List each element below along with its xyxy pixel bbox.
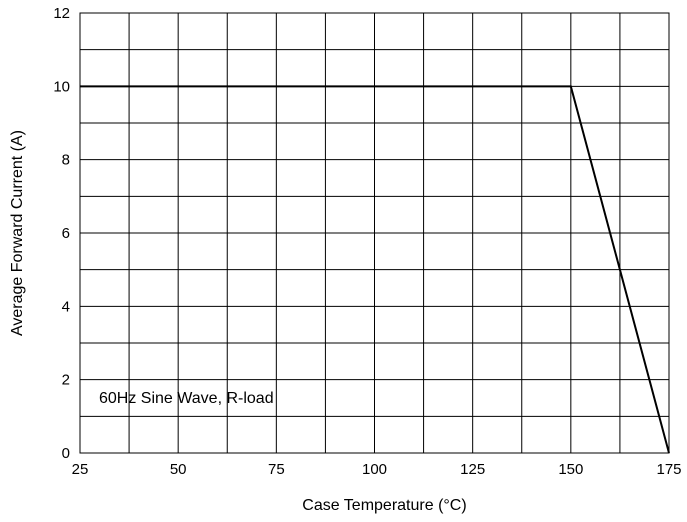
x-tick-label: 50 bbox=[170, 461, 187, 478]
grid-lines bbox=[80, 13, 669, 453]
x-tick-labels: 25 50 75 100 125 150 175 bbox=[72, 461, 682, 478]
x-tick-label: 100 bbox=[362, 461, 387, 478]
y-tick-label: 0 bbox=[62, 445, 70, 462]
series-line bbox=[80, 85, 670, 454]
y-tick-label: 8 bbox=[62, 152, 70, 169]
y-tick-label: 6 bbox=[62, 225, 70, 242]
x-tick-label: 150 bbox=[558, 461, 583, 478]
x-tick-label: 175 bbox=[656, 461, 681, 478]
y-tick-label: 2 bbox=[62, 372, 70, 389]
x-axis-title: Case Temperature (°C) bbox=[302, 497, 466, 514]
x-tick-label: 75 bbox=[268, 461, 285, 478]
y-axis-title: Average Forward Current (A) bbox=[9, 130, 26, 336]
condition-annotation: 60Hz Sine Wave, R-load bbox=[99, 390, 274, 407]
y-tick-label: 10 bbox=[53, 78, 70, 95]
plot-frame bbox=[79, 12, 670, 454]
y-tick-label: 12 bbox=[53, 5, 70, 22]
y-tick-label: 4 bbox=[62, 298, 70, 315]
x-tick-label: 25 bbox=[72, 461, 89, 478]
y-tick-labels: 0 2 4 6 8 10 12 bbox=[53, 5, 70, 462]
x-tick-label: 125 bbox=[460, 461, 485, 478]
series-group bbox=[80, 85, 670, 454]
